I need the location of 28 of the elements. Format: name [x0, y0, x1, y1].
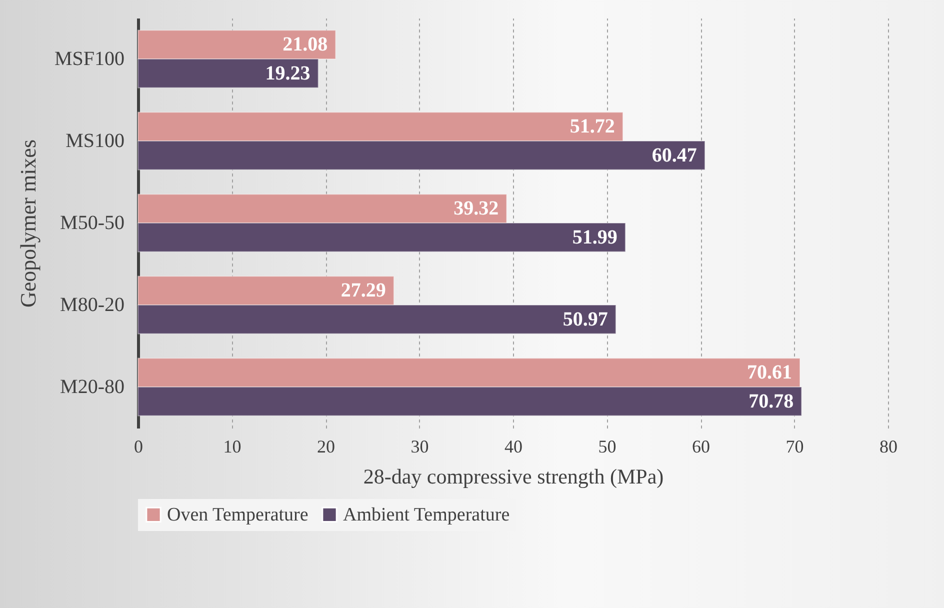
data-label: 27.29 [340, 280, 386, 302]
data-label: 70.61 [746, 362, 792, 384]
y-axis-title: Geopolymer mixes [15, 139, 40, 308]
data-label: 19.23 [265, 62, 310, 84]
y-tick-label: M50-50 [60, 212, 124, 234]
x-axis-title: 28-day compressive strength (MPa) [363, 464, 664, 488]
data-label: 70.78 [748, 390, 794, 412]
data-label: 51.72 [570, 116, 615, 138]
x-tick-label: 70 [786, 436, 804, 456]
data-label: 51.99 [572, 226, 618, 248]
y-tick-label: MS100 [66, 130, 124, 152]
data-label: 21.08 [282, 34, 328, 56]
data-label: 60.47 [652, 144, 697, 166]
x-tick-label: 10 [223, 436, 242, 456]
x-tick-label: 50 [598, 436, 616, 456]
x-tick-label: 80 [880, 436, 898, 456]
x-tick-label: 20 [317, 436, 335, 456]
x-tick-label: 0 [134, 436, 143, 456]
legend-label: Ambient Temperature [343, 504, 510, 526]
x-tick-label: 60 [692, 436, 710, 456]
data-label: 50.97 [562, 308, 608, 330]
legend-label: Oven Temperature [167, 504, 308, 526]
x-tick-label: 30 [410, 436, 429, 456]
y-tick-label: M20-80 [60, 376, 124, 398]
y-tick-label: M80-20 [60, 294, 124, 316]
data-label: 39.32 [454, 198, 499, 220]
y-tick-label: MSF100 [54, 48, 124, 70]
x-tick-label: 40 [504, 436, 522, 456]
